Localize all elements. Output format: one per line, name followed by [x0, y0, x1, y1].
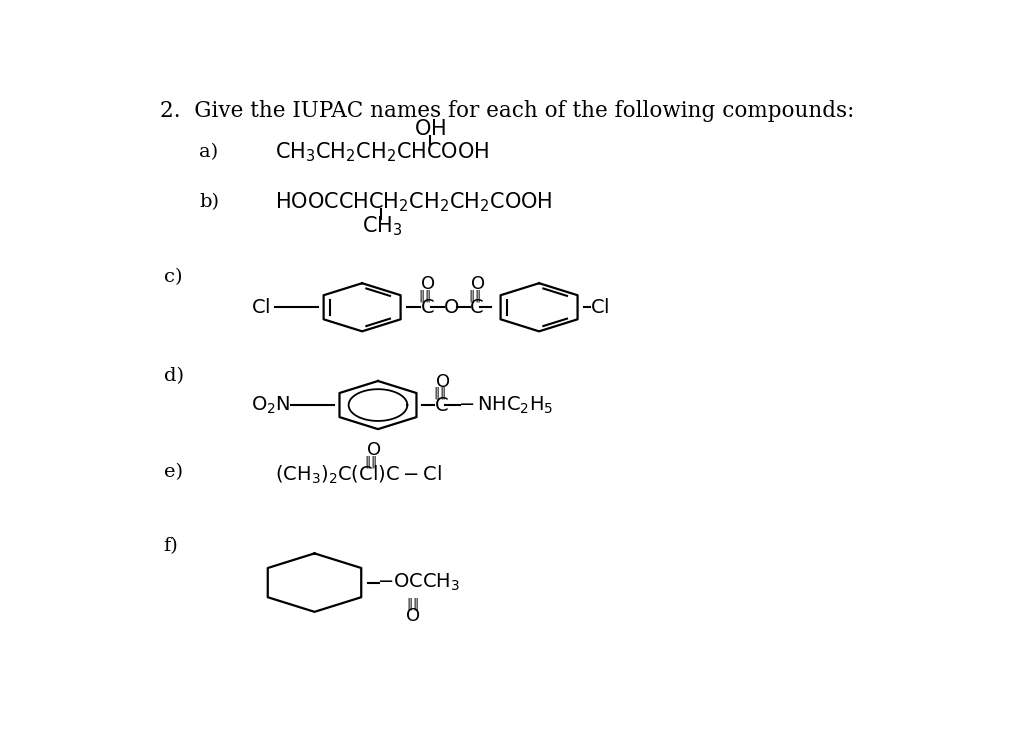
- Text: $\mathsf{C}$: $\mathsf{C}$: [420, 298, 434, 317]
- Text: $\mathsf{O_2N}$: $\mathsf{O_2N}$: [251, 395, 291, 416]
- Text: a): a): [200, 143, 218, 161]
- Text: $\mathsf{Cl}$: $\mathsf{Cl}$: [590, 298, 609, 317]
- Text: $\mathsf{OH}$: $\mathsf{OH}$: [414, 119, 445, 138]
- Text: e): e): [164, 463, 182, 481]
- Text: b): b): [200, 194, 219, 212]
- Text: 2.  Give the IUPAC names for each of the following compounds:: 2. Give the IUPAC names for each of the …: [160, 100, 854, 122]
- Text: $\mathsf{(CH_3)_2C(Cl)C-Cl}$: $\mathsf{(CH_3)_2C(Cl)C-Cl}$: [274, 463, 441, 486]
- Text: $\mathsf{\|\|}$: $\mathsf{\|\|}$: [433, 386, 445, 401]
- Text: $\mathsf{\|\|}$: $\mathsf{\|\|}$: [419, 287, 431, 304]
- Text: d): d): [164, 367, 183, 385]
- Text: $\mathsf{-\,NHC_2H_5}$: $\mathsf{-\,NHC_2H_5}$: [458, 395, 554, 416]
- Text: $\mathsf{HOOCCHCH_2CH_2CH_2COOH}$: $\mathsf{HOOCCHCH_2CH_2CH_2COOH}$: [274, 191, 552, 214]
- Text: $\mathsf{C}$: $\mathsf{C}$: [434, 395, 449, 414]
- Text: $\mathsf{O}$: $\mathsf{O}$: [443, 298, 460, 317]
- Text: $\mathsf{CH_3}$: $\mathsf{CH_3}$: [362, 214, 402, 237]
- Text: $\mathsf{\|\|}$: $\mathsf{\|\|}$: [406, 596, 419, 612]
- Text: $\mathsf{Cl}$: $\mathsf{Cl}$: [251, 298, 270, 317]
- Text: c): c): [164, 268, 182, 286]
- Text: $\mathsf{\|\|}$: $\mathsf{\|\|}$: [365, 454, 377, 470]
- Text: $\mathsf{C}$: $\mathsf{C}$: [469, 298, 483, 317]
- Text: $\mathsf{O}$: $\mathsf{O}$: [404, 607, 420, 624]
- Text: $\mathsf{O}$: $\mathsf{O}$: [421, 275, 435, 293]
- Text: $\mathsf{-OCCH_3}$: $\mathsf{-OCCH_3}$: [377, 572, 461, 593]
- Text: $\mathsf{O}$: $\mathsf{O}$: [470, 275, 484, 293]
- Text: $\mathsf{O}$: $\mathsf{O}$: [367, 442, 382, 460]
- Text: $\mathsf{\|\|}$: $\mathsf{\|\|}$: [468, 287, 480, 304]
- Text: $\mathsf{O}$: $\mathsf{O}$: [435, 373, 450, 391]
- Text: $\mathsf{CH_3CH_2CH_2CHCOOH}$: $\mathsf{CH_3CH_2CH_2CHCOOH}$: [274, 140, 489, 163]
- Text: f): f): [164, 537, 178, 555]
